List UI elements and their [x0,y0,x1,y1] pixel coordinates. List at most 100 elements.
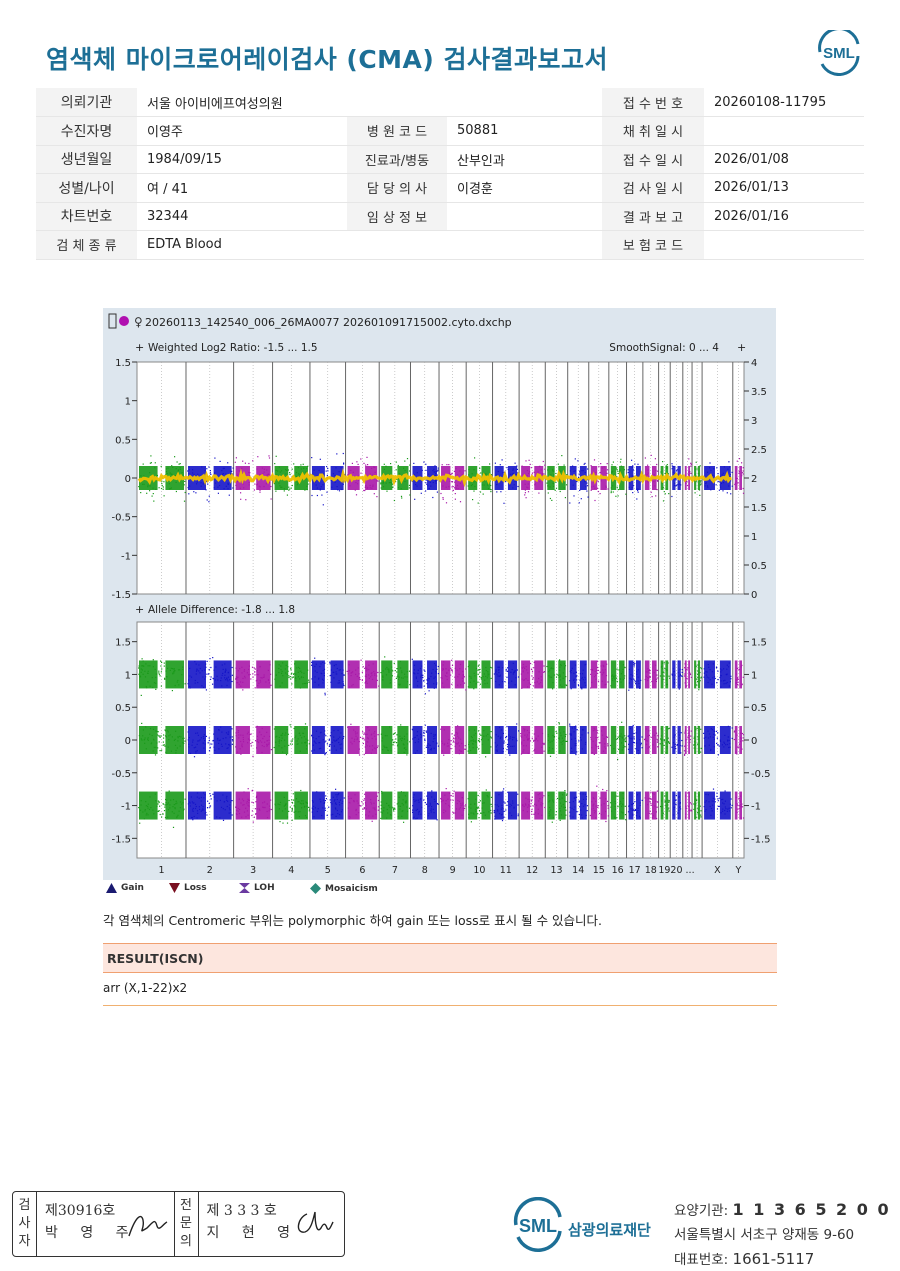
data-point [666,745,668,748]
data-point [380,817,382,819]
data-point [416,685,419,687]
data-point [582,798,585,800]
data-point [338,471,340,473]
data-point [711,804,714,806]
data-point [485,789,487,791]
data-point [639,739,641,741]
data-point [205,676,207,678]
data-point [593,753,595,755]
data-point [637,680,639,682]
data-point [740,801,742,803]
data-point [515,474,518,476]
data-point [440,798,442,800]
data-point [420,736,422,738]
data-point [639,817,641,819]
data-point [522,663,525,666]
data-band [441,791,451,820]
data-band [704,660,715,689]
data-point [495,680,497,683]
data-point [325,798,327,800]
data-point [369,484,371,487]
data-point [565,676,567,678]
data-point [295,673,297,675]
data-point [361,671,363,673]
data-point [720,686,722,688]
data-point [433,798,435,800]
data-point [447,798,449,800]
data-point [681,671,683,673]
data-point [461,797,463,799]
data-point [674,746,676,748]
data-point [517,804,519,806]
data-band [365,791,378,820]
data-point [268,743,270,745]
data-point [453,812,455,814]
data-band [397,660,409,689]
data-point [474,740,476,742]
data-band [454,791,465,820]
data-point [602,672,604,674]
data-point [483,735,485,737]
data-point [617,495,619,497]
data-point [292,673,295,675]
data-band [739,726,742,754]
data-point [177,679,179,682]
data-point [673,806,675,808]
data-point [597,746,599,748]
data-point [314,481,316,483]
data-point [295,680,297,682]
data-point [247,804,249,806]
data-point [591,752,593,754]
data-point [153,500,155,502]
data-point [364,793,366,795]
data-point [706,485,709,487]
data-point [241,467,243,469]
data-point [665,679,667,681]
data-point [562,672,564,674]
right-tick-label: 1 [751,532,757,543]
data-point [367,727,369,729]
data-point [722,482,725,484]
data-point [678,734,680,736]
data-point [373,747,376,749]
data-point [509,473,511,475]
data-point [594,670,596,672]
data-point [661,806,663,808]
data-point [165,751,167,753]
chromosome-16-series [610,660,627,821]
data-point [255,726,257,728]
data-point [656,801,658,803]
data-point [313,816,315,818]
data-point [333,677,335,679]
data-point [471,484,473,486]
data-point [614,803,617,805]
data-point [540,802,542,804]
data-point [709,669,711,671]
data-point [369,745,371,747]
data-point [295,810,297,812]
data-point [446,464,448,466]
data-point [449,480,451,482]
data-point [158,670,160,672]
data-point [333,730,335,732]
data-point [412,738,414,740]
data-point [480,739,483,741]
data-point [325,752,327,754]
data-point [351,737,353,739]
data-point [612,674,614,676]
data-band [579,660,587,689]
data-band [481,660,491,689]
data-point [140,800,142,802]
data-point [561,455,563,457]
data-point [498,794,500,796]
data-point [266,474,268,476]
data-point [435,672,437,674]
data-point [320,801,322,803]
data-point [522,804,524,806]
data-band [521,726,531,754]
data-point [636,673,638,675]
data-point [160,665,162,667]
data-point [671,495,673,498]
data-point [633,665,635,667]
data-point [624,814,627,816]
